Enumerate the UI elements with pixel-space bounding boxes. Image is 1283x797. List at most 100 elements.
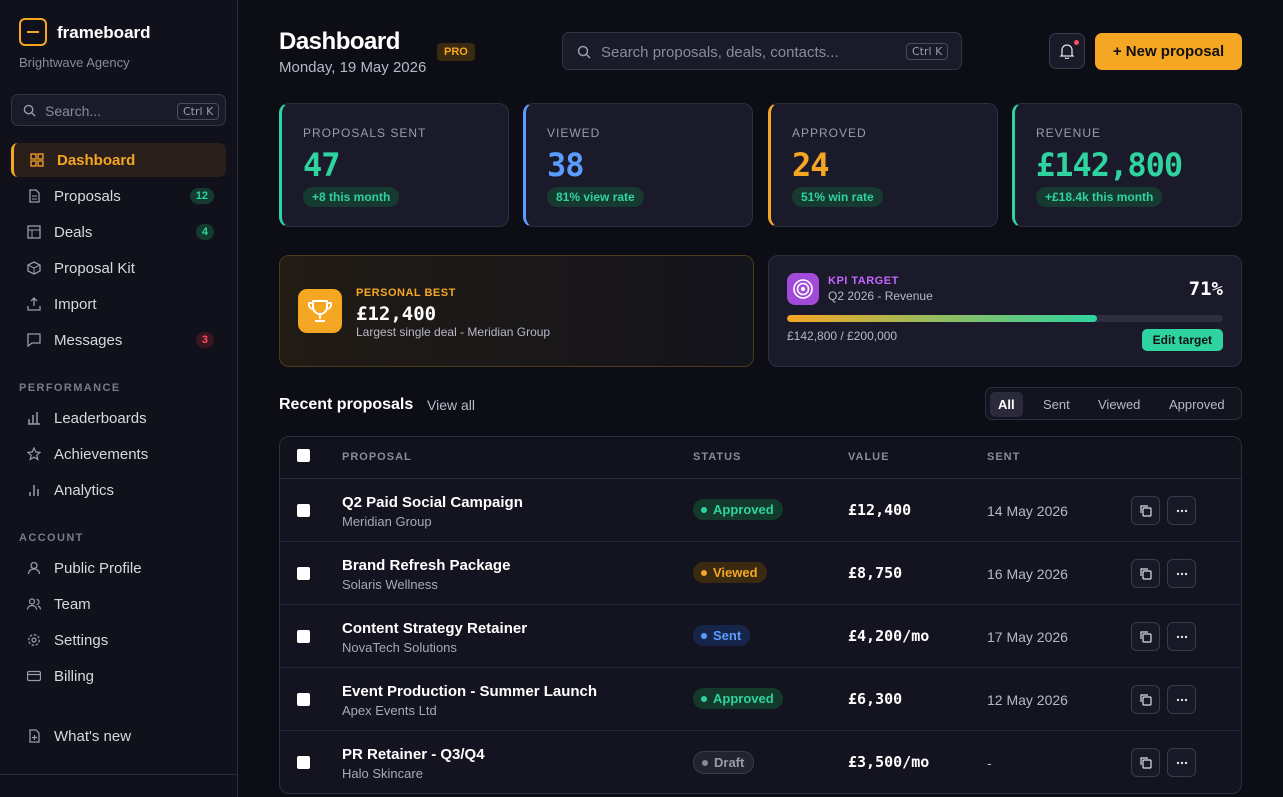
search-icon: [23, 104, 36, 117]
stat-label: VIEWED: [547, 126, 601, 140]
upload-icon: [27, 297, 41, 311]
new-proposal-button[interactable]: + New proposal: [1095, 33, 1242, 70]
filter-approved[interactable]: Approved: [1169, 397, 1225, 412]
table-row[interactable]: Content Strategy Retainer NovaTech Solut…: [280, 605, 1241, 668]
status-badge: Approved: [693, 688, 783, 709]
logo-icon: [19, 18, 47, 46]
more-icon: [1176, 509, 1188, 513]
box-icon: [27, 261, 41, 275]
sidebar-item-label: What's new: [54, 728, 132, 745]
status-dot: [701, 632, 707, 639]
duplicate-button[interactable]: [1131, 685, 1160, 714]
global-search-input[interactable]: Search proposals, deals, contacts... Ctr…: [562, 32, 962, 70]
news-icon: [29, 729, 40, 743]
proposal-sent-date: 16 May 2026: [987, 566, 1068, 582]
view-all-link[interactable]: View all: [427, 397, 475, 413]
sidebar-item-analytics[interactable]: Analytics: [11, 473, 226, 507]
stat-label: APPROVED: [792, 126, 867, 140]
more-icon: [1176, 698, 1188, 702]
table-row[interactable]: Brand Refresh Package Solaris Wellness V…: [280, 542, 1241, 605]
edit-target-button[interactable]: Edit target: [1141, 329, 1223, 351]
sidebar-item-messages[interactable]: Messages 3: [11, 323, 226, 357]
sidebar-divider: [0, 774, 238, 775]
copy-icon: [1140, 568, 1152, 580]
sidebar-item-leaderboards[interactable]: Leaderboards: [11, 401, 226, 435]
personal-best-card: PERSONAL BEST £12,400 Largest single dea…: [279, 255, 754, 367]
filter-all[interactable]: All: [990, 392, 1023, 417]
stat-value: 38: [547, 146, 585, 184]
more-options-button[interactable]: [1167, 748, 1196, 777]
column-header-value: VALUE: [848, 451, 890, 463]
column-header-proposal: PROPOSAL: [342, 451, 412, 463]
proposal-sent-date: 17 May 2026: [987, 629, 1068, 645]
status-badge: Viewed: [693, 562, 767, 583]
sidebar-item-import[interactable]: Import: [11, 287, 226, 321]
status-label: Approved: [713, 502, 774, 517]
sidebar-search-input[interactable]: Search... Ctrl K: [11, 94, 226, 126]
sidebar-item-dashboard[interactable]: Dashboard: [11, 143, 226, 177]
recent-proposals-title: Recent proposals: [279, 396, 414, 413]
notifications-button[interactable]: [1049, 33, 1085, 69]
copy-icon: [1140, 505, 1152, 517]
duplicate-button[interactable]: [1131, 748, 1160, 777]
sidebar-item-public-profile[interactable]: Public Profile: [11, 551, 226, 585]
more-options-button[interactable]: [1167, 685, 1196, 714]
user-icon: [27, 561, 41, 575]
gear-icon: [28, 634, 40, 646]
sidebar-item-team[interactable]: Team: [11, 587, 226, 621]
duplicate-button[interactable]: [1131, 559, 1160, 588]
sidebar-item-billing[interactable]: Billing: [11, 659, 226, 693]
table-row[interactable]: PR Retainer - Q3/Q4 Halo Skincare Draft …: [280, 731, 1241, 793]
status-dot: [701, 695, 707, 702]
row-checkbox[interactable]: [297, 567, 310, 580]
duplicate-button[interactable]: [1131, 622, 1160, 651]
proposal-sent-date: -: [987, 755, 992, 771]
stat-card-viewed: VIEWED 38 81% view rate: [523, 103, 753, 227]
sidebar-item-label: Messages: [54, 332, 123, 349]
stat-value: £142,800: [1036, 146, 1183, 184]
more-options-button[interactable]: [1167, 496, 1196, 525]
sidebar-search-placeholder: Search...: [45, 103, 102, 119]
sidebar-item-label: Settings: [54, 632, 109, 649]
proposal-client: Solaris Wellness: [342, 577, 438, 592]
select-all-checkbox[interactable]: [297, 449, 310, 462]
status-filter-group: All Sent Viewed Approved: [985, 387, 1242, 420]
table-row[interactable]: Event Production - Summer Launch Apex Ev…: [280, 668, 1241, 731]
proposal-name: Brand Refresh Package: [342, 557, 511, 574]
kpi-subtitle: Q2 2026 - Revenue: [828, 289, 933, 303]
more-options-button[interactable]: [1167, 559, 1196, 588]
sidebar-item-label: Public Profile: [54, 560, 142, 577]
proposal-sent-date: 12 May 2026: [987, 692, 1068, 708]
copy-icon: [1140, 757, 1152, 769]
row-checkbox[interactable]: [297, 504, 310, 517]
search-icon: [577, 45, 591, 59]
copy-icon: [1140, 694, 1152, 706]
row-checkbox[interactable]: [297, 693, 310, 706]
copy-icon: [1140, 631, 1152, 643]
sidebar-item-settings[interactable]: Settings: [11, 623, 226, 657]
proposal-value: £6,300: [848, 690, 903, 708]
duplicate-button[interactable]: [1131, 496, 1160, 525]
stat-label: PROPOSALS SENT: [303, 126, 427, 140]
filter-sent[interactable]: Sent: [1043, 397, 1070, 412]
sidebar-item-proposals[interactable]: Proposals 12: [11, 179, 226, 213]
sidebar-item-proposal-kit[interactable]: Proposal Kit: [11, 251, 226, 285]
table-header: PROPOSAL STATUS VALUE SENT: [280, 437, 1241, 479]
sidebar-item-deals[interactable]: Deals 4: [11, 215, 226, 249]
page-date: Monday, 19 May 2026: [279, 59, 427, 76]
table-row[interactable]: Q2 Paid Social Campaign Meridian Group A…: [280, 479, 1241, 542]
proposal-name: Event Production - Summer Launch: [342, 683, 598, 700]
sidebar-item-whats-new[interactable]: What's new: [11, 719, 226, 753]
column-header-sent: SENT: [987, 451, 1021, 463]
sidebar-item-label: Deals: [54, 224, 93, 241]
row-checkbox[interactable]: [297, 756, 310, 769]
stat-chip: +£18.4k this month: [1036, 187, 1163, 207]
stat-chip: 81% view rate: [547, 187, 644, 207]
pro-badge: PRO: [437, 43, 475, 61]
sidebar-item-achievements[interactable]: Achievements: [11, 437, 226, 471]
agency-name: Brightwave Agency: [19, 55, 130, 70]
sidebar-item-label: Dashboard: [57, 152, 136, 169]
row-checkbox[interactable]: [297, 630, 310, 643]
more-options-button[interactable]: [1167, 622, 1196, 651]
filter-viewed[interactable]: Viewed: [1098, 397, 1141, 412]
